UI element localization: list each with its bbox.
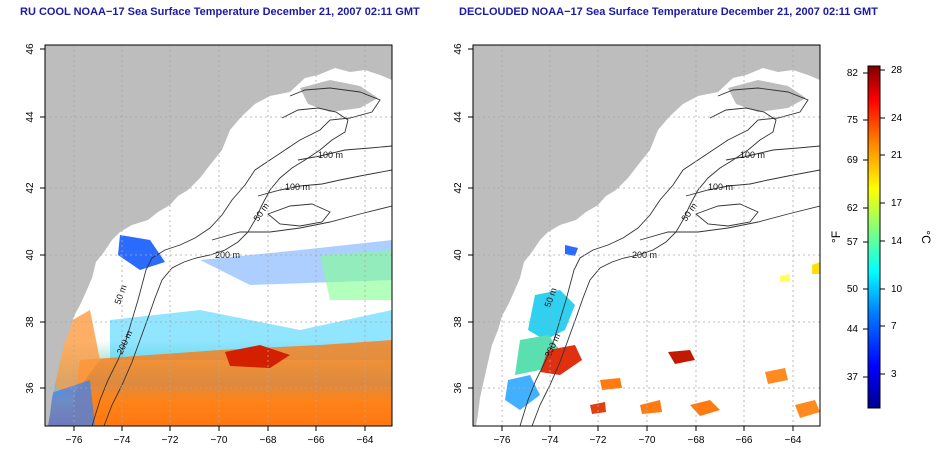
depth-contours	[91, 87, 392, 426]
x-tick-label: −72	[590, 435, 607, 446]
celsius-tick: 3	[891, 369, 897, 380]
celsius-tick: 28	[891, 65, 903, 76]
colorbar: 82 75 69 62 57 50 44 37 28 24 21 17 14 1…	[829, 65, 933, 409]
x-tick-label: −70	[211, 435, 228, 446]
x-tick-label: −76	[494, 435, 511, 446]
x-tick-label: −74	[114, 435, 131, 446]
panel-title-declouded: DECLOUDED NOAA−17 Sea Surface Temperatur…	[459, 6, 878, 18]
x-tick-label: −68	[688, 435, 705, 446]
x-tick-label: −66	[736, 435, 753, 446]
x-tick-label: −70	[639, 435, 656, 446]
fahrenheit-tick: 69	[847, 155, 859, 166]
x-tick-label: −64	[785, 435, 802, 446]
fahrenheit-tick: 37	[847, 372, 859, 383]
y-tick-label: 44	[25, 111, 36, 123]
contour-label: 100 m	[708, 182, 733, 192]
x-tick-label: −66	[308, 435, 325, 446]
land-mass	[45, 45, 392, 426]
fahrenheit-tick: 75	[847, 115, 859, 126]
sst-declouded-field	[505, 245, 820, 418]
y-tick-label: 38	[453, 316, 464, 328]
fahrenheit-tick: 50	[847, 284, 859, 295]
x-tick-label: −72	[162, 435, 179, 446]
colorbar-gradient	[867, 65, 881, 409]
fahrenheit-tick: 62	[847, 203, 859, 214]
y-tick-label: 40	[25, 249, 36, 261]
y-tick-label: 38	[25, 316, 36, 328]
depth-contours	[519, 87, 820, 426]
y-tick-label: 42	[453, 182, 464, 194]
y-tick-label: 40	[453, 249, 464, 261]
fahrenheit-tick: 82	[847, 68, 859, 79]
celsius-tick: 17	[891, 198, 903, 209]
fahrenheit-tick: 57	[847, 237, 859, 248]
x-tick-label: −76	[66, 435, 83, 446]
fahrenheit-tick: 44	[847, 324, 859, 335]
celsius-tick: 24	[891, 113, 903, 124]
map-panel-declouded: 100 m 100 m 50 m 200 m 50 m 200 m	[453, 43, 821, 446]
celsius-axis-label: °C	[919, 230, 933, 244]
x-tick-label: −64	[357, 435, 374, 446]
x-tick-label: −68	[260, 435, 277, 446]
graticule	[45, 45, 392, 426]
contour-label: 100 m	[740, 150, 765, 160]
y-tick-label: 44	[453, 111, 464, 123]
graticule	[473, 45, 820, 426]
celsius-tick: 14	[891, 236, 903, 247]
land-mass	[473, 45, 820, 426]
fahrenheit-axis-label: °F	[829, 231, 843, 243]
contour-label: 100 m	[285, 182, 310, 192]
celsius-tick: 7	[891, 321, 897, 332]
y-tick-label: 46	[25, 43, 36, 55]
y-tick-label: 42	[25, 182, 36, 194]
celsius-tick: 10	[891, 284, 903, 295]
celsius-tick: 21	[891, 150, 903, 161]
y-tick-label: 46	[453, 43, 464, 55]
panel-title-raw: RU COOL NOAA−17 Sea Surface Temperature …	[20, 6, 420, 18]
contour-label: 200 m	[215, 250, 240, 260]
x-tick-label: −74	[542, 435, 559, 446]
map-panel-raw: 100 m 100 m 50 m 200 m 50 m 200 m	[25, 43, 393, 446]
y-tick-label: 36	[25, 382, 36, 394]
contour-label: 100 m	[318, 150, 343, 160]
y-tick-label: 36	[453, 382, 464, 394]
